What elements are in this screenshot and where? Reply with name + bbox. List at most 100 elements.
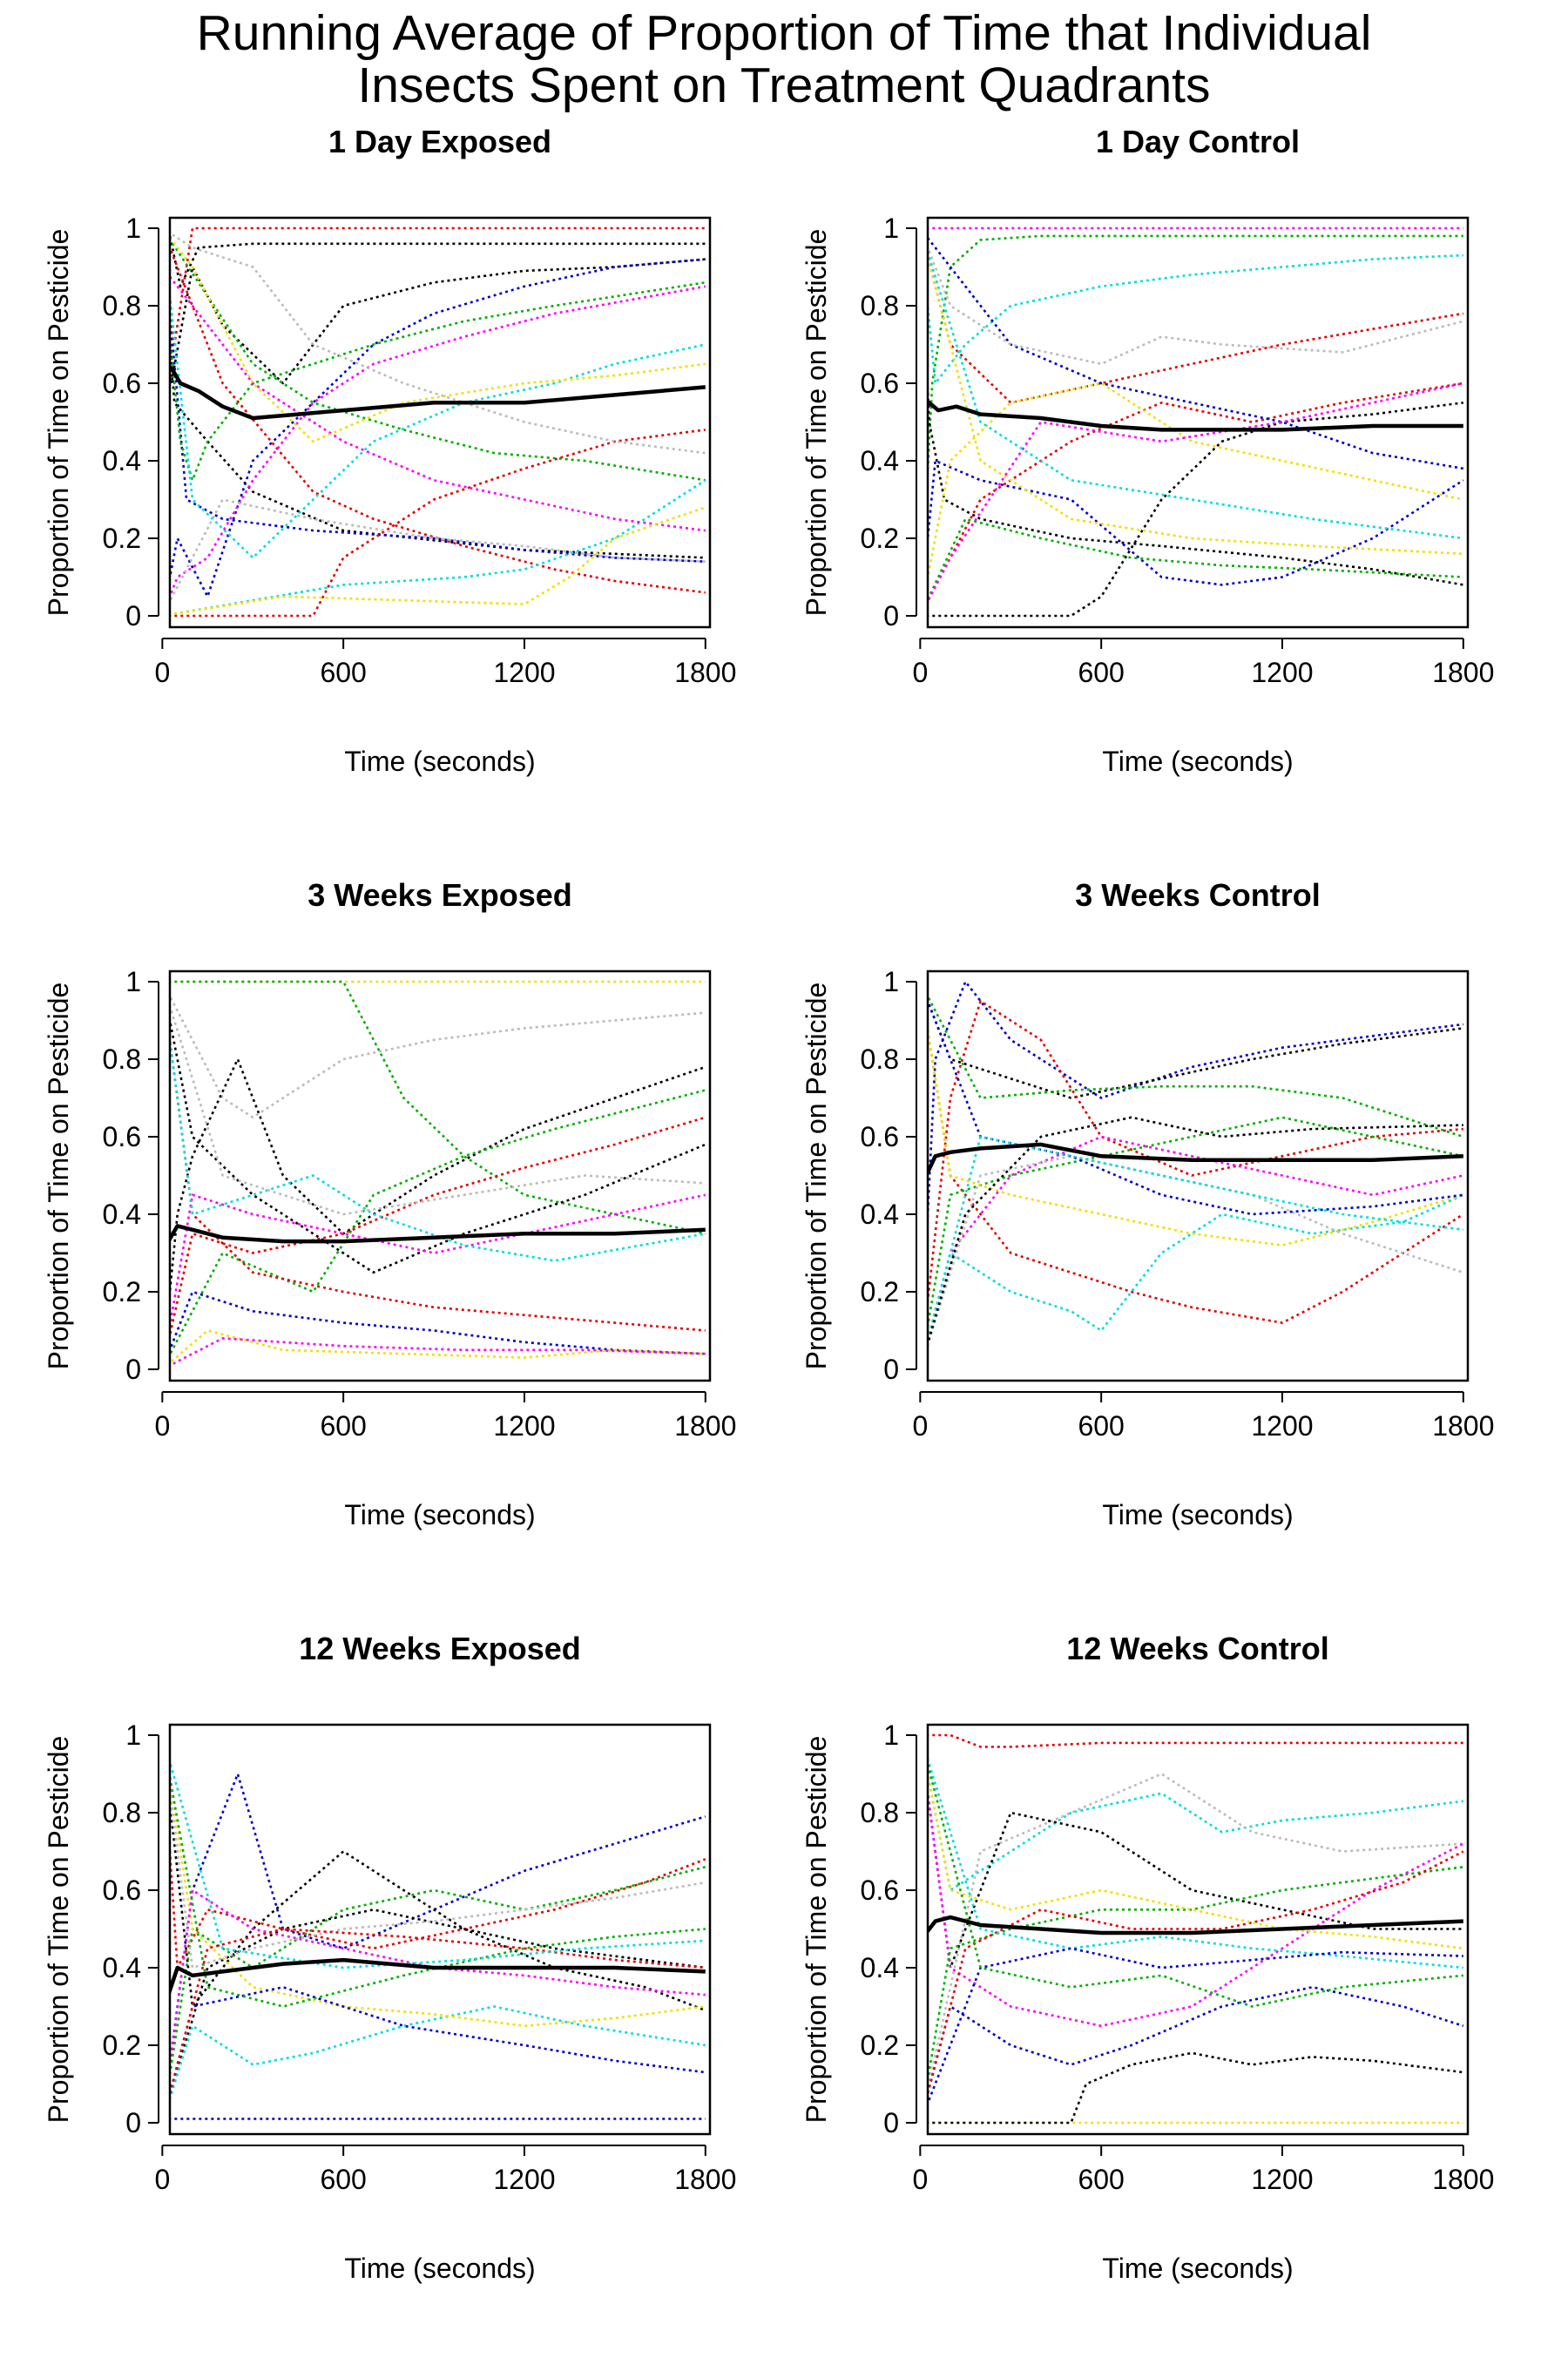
y-tick-label: 0.4 <box>103 1199 141 1230</box>
chart-panel: 3 Weeks Control 0 600 1200 1800 0 0.2 0.4 0.6 0.8… <box>801 877 1494 1530</box>
chart-panel: 12 Weeks Control 0 600 1200 1800 0 0.2 0.4 0.6 0.… <box>801 1631 1494 2284</box>
x-tick-label: 600 <box>1078 657 1124 688</box>
individual-series-line <box>928 253 1463 556</box>
individual-series-line <box>170 1776 706 2028</box>
individual-series-line <box>928 253 1464 404</box>
individual-series-line <box>170 1337 706 1367</box>
individual-series-line <box>170 1771 706 2008</box>
individual-series-line <box>170 237 706 482</box>
individual-series-line <box>928 236 1464 470</box>
individual-series-line <box>170 1193 706 1333</box>
individual-series-line <box>928 1135 1463 1345</box>
x-axis-label: Time (seconds) <box>344 1499 535 1530</box>
plot-frame <box>168 216 712 629</box>
y-axis-label: Proportion of Time on Pesticide <box>801 229 832 617</box>
mean-series-line <box>928 401 1463 432</box>
individual-series-line <box>170 232 706 455</box>
individual-series-line <box>928 2051 1463 2125</box>
x-tick-label: 1800 <box>1432 657 1494 688</box>
y-tick-label: 0.4 <box>861 1199 899 1230</box>
individual-series-line <box>170 1985 706 2098</box>
panel-title: 12 Weeks Exposed <box>299 1631 581 1666</box>
individual-series-line <box>928 1023 1464 1246</box>
plot-frame <box>926 1723 1470 2136</box>
individual-series-line <box>928 1773 1463 2094</box>
individual-series-line <box>928 366 1464 586</box>
y-tick-label: 0.4 <box>861 1952 899 1983</box>
y-tick-label: 1 <box>125 213 141 244</box>
figure-title: Running Average of Proportion of Time th… <box>0 7 1568 111</box>
x-tick-label: 1800 <box>674 1410 736 1442</box>
plot-frame <box>168 1723 712 2136</box>
individual-series-line <box>170 300 706 563</box>
individual-series-line <box>928 234 1463 492</box>
y-tick-label: 0.6 <box>103 368 141 399</box>
individual-series-line <box>170 1784 706 1969</box>
individual-series-line <box>928 997 1463 1216</box>
individual-series-line <box>928 253 1463 385</box>
plot-area <box>928 226 1464 618</box>
individual-series-line <box>170 1928 706 2098</box>
individual-series-line <box>928 402 1463 618</box>
plot-area <box>928 980 1464 1349</box>
individual-series-line <box>170 980 706 1235</box>
panel-title: 1 Day Control <box>1096 124 1300 159</box>
y-axis-label: Proportion of Time on Pesticide <box>43 983 74 1370</box>
x-tick-label: 1800 <box>674 657 736 688</box>
individual-series-line <box>170 258 706 598</box>
y-tick-label: 0.2 <box>103 1276 141 1307</box>
y-tick-label: 0.6 <box>861 1875 899 1906</box>
x-tick-label: 1200 <box>493 2164 555 2195</box>
x-tick-label: 600 <box>320 2164 366 2195</box>
y-tick-label: 1 <box>883 1719 899 1751</box>
y-tick-label: 0.8 <box>103 290 141 321</box>
individual-series-line <box>928 382 1464 584</box>
mean-series-line <box>170 1957 706 1996</box>
panel-title: 1 Day Exposed <box>328 124 551 159</box>
individual-series-line <box>170 281 706 482</box>
plot-area <box>928 1733 1464 2125</box>
plot-frame <box>168 969 712 1382</box>
individual-series-line <box>928 1733 1463 1748</box>
x-tick-label: 600 <box>1078 2164 1124 2195</box>
y-axis-label: Proportion of Time on Pesticide <box>801 1736 832 2124</box>
y-tick-label: 0 <box>125 2107 141 2138</box>
individual-series-line <box>928 382 1464 605</box>
individual-series-line <box>928 1850 1464 2098</box>
mean-series-line <box>170 1224 706 1244</box>
individual-series-line <box>170 1290 706 1355</box>
plot-area <box>170 980 706 1367</box>
chart-panel: 3 Weeks Exposed 0 600 1200 1800 0 0.2 0.4 0.6 0.8… <box>43 877 736 1530</box>
individual-series-line <box>928 1947 1463 2107</box>
individual-series-line <box>170 286 706 559</box>
y-tick-label: 0.2 <box>861 523 899 554</box>
individual-series-line <box>170 1057 706 1304</box>
chart-panel: 1 Day Exposed 0 600 1200 1800 0 0.2 0.4 0.6 0.8 1 T… <box>43 124 736 777</box>
x-axis-label: Time (seconds) <box>1102 1499 1293 1530</box>
chart-panel: 12 Weeks Exposed 0 600 1200 1800 0 0.2 0.4 0.6 0.… <box>43 1631 736 2284</box>
individual-series-line <box>170 479 706 616</box>
individual-series-line <box>170 1793 706 2012</box>
individual-series-line <box>928 244 1464 366</box>
y-tick-label: 0.6 <box>861 368 899 399</box>
y-tick-label: 0 <box>125 1354 141 1385</box>
y-tick-label: 0.2 <box>861 2030 899 2061</box>
y-axis-label: Proportion of Time on Pesticide <box>801 983 832 1370</box>
chart-panel: 1 Day Control 0 600 1200 1800 0 0.2 0.4 0.6 0.8 1 T… <box>801 124 1494 777</box>
individual-series-line <box>928 1760 1463 2008</box>
y-tick-label: 0.2 <box>103 523 141 554</box>
y-tick-label: 0.8 <box>861 1044 899 1075</box>
individual-series-line <box>928 1784 1464 2028</box>
x-tick-label: 1800 <box>1432 1410 1494 1442</box>
x-tick-label: 0 <box>912 1410 928 1442</box>
y-tick-label: 0.4 <box>103 445 141 476</box>
x-tick-label: 600 <box>320 657 366 688</box>
plot-frame <box>926 216 1470 629</box>
individual-series-line <box>170 236 706 443</box>
individual-series-line <box>928 1866 1463 2086</box>
y-axis-label: Proportion of Time on Pesticide <box>43 229 74 617</box>
y-tick-label: 0.4 <box>103 1952 141 1983</box>
x-tick-label: 1200 <box>1251 657 1313 688</box>
x-tick-label: 0 <box>912 657 928 688</box>
x-tick-label: 1800 <box>674 2164 736 2195</box>
